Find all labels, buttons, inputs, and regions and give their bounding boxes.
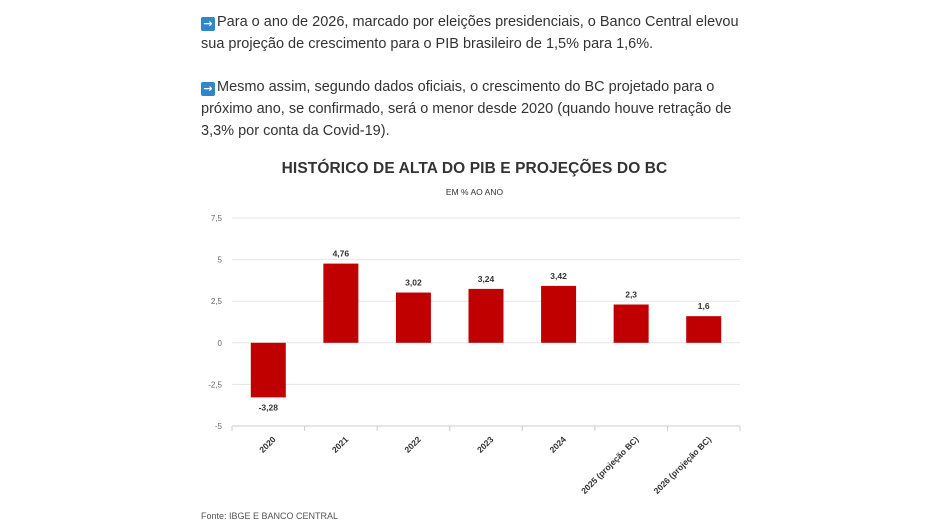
data-label: 1,6 (698, 301, 710, 311)
y-tick-label: 2,5 (211, 297, 223, 306)
chart-title: HISTÓRICO DE ALTA DO PIB E PROJEÇÕES DO … (281, 160, 668, 177)
x-tick-label: 2026 (projeção BC) (652, 434, 714, 496)
paragraph-1: → Para o ano de 2026, marcado por eleiçõe… (201, 11, 761, 55)
x-tick-label: 2024 (548, 434, 569, 455)
right-arrow-icon: → (201, 82, 215, 96)
x-tick-label: 2020 (257, 434, 278, 455)
bar-2025 (613, 304, 649, 343)
bar-2022 (395, 292, 431, 343)
bar-2020 (250, 342, 286, 398)
paragraph-2-text: Mesmo assim, segundo dados oficiais, o c… (201, 79, 732, 139)
bar-2021 (323, 263, 359, 343)
y-tick-label: 7,5 (211, 214, 223, 223)
data-label: 3,24 (478, 274, 495, 284)
chart-source: Fonte: IBGE E BANCO CENTRAL (201, 511, 339, 521)
data-label: 3,02 (405, 278, 422, 288)
chart-subtitle: EM % AO ANO (445, 187, 504, 197)
x-tick-label: 2025 (projeção BC) (579, 434, 641, 496)
bar-2023 (468, 288, 504, 343)
y-tick-label: -5 (215, 422, 223, 431)
paragraph-2: → Mesmo assim, segundo dados oficiais, o … (201, 76, 761, 142)
data-label: 3,42 (550, 271, 567, 281)
bar-2026 (686, 316, 722, 343)
bar-2024 (541, 285, 577, 343)
paragraph-1-text: Para o ano de 2026, marcado por eleições… (201, 14, 739, 52)
data-label: 2,3 (625, 290, 637, 300)
x-tick-label: 2022 (402, 434, 423, 455)
right-arrow-icon: → (201, 17, 215, 31)
x-tick-label: 2021 (330, 434, 351, 455)
x-tick-label: 2023 (475, 434, 496, 455)
y-tick-label: 0 (218, 339, 223, 348)
y-tick-label: 5 (218, 256, 223, 265)
y-tick-label: -2,5 (208, 380, 222, 389)
data-label: -3,28 (259, 402, 279, 412)
data-label: 4,76 (333, 249, 350, 259)
